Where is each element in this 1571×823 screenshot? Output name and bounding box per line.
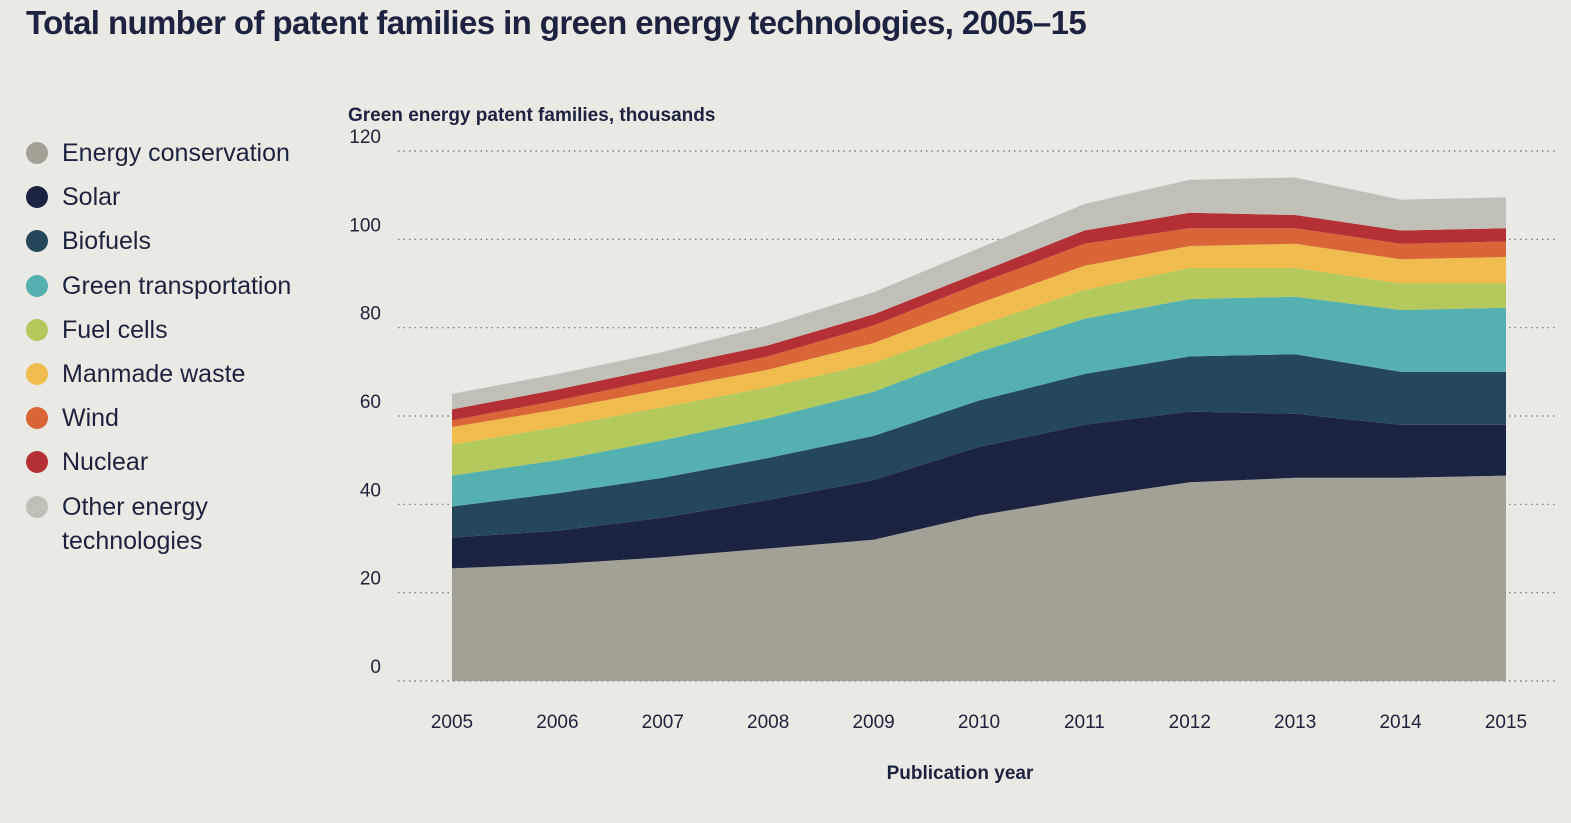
x-tick-label-2012: 2012 — [1169, 712, 1211, 733]
legend-label-energy-conservation: Energy conservation — [62, 139, 290, 167]
area-solar — [452, 411, 1506, 569]
y-tick-label-0: 0 — [370, 657, 381, 678]
x-tick-labels: 2005 2006 2007 2008 2009 2010 2011 2012 2013 2014… — [431, 712, 1527, 733]
legend-swatch-manmade-waste — [26, 362, 48, 385]
legend-swatch-solar — [26, 186, 48, 209]
legend-label-fuel-cells: Fuel cells — [62, 315, 168, 344]
area-nuclear — [452, 212, 1506, 421]
legend-label-solar: Solar — [62, 183, 121, 212]
x-tick-label-2011: 2011 — [1064, 712, 1105, 733]
y-tick-label-20: 20 — [360, 569, 381, 590]
legend-label-biofuels: Biofuels — [62, 227, 151, 256]
x-tick-label-2014: 2014 — [1379, 712, 1422, 733]
y-tick-label-120: 120 — [349, 127, 381, 148]
area-other-energy-technologies — [452, 177, 1506, 410]
x-axis-title: Publication year — [887, 763, 1034, 784]
y-axis-title: Green energy patent families, thousands — [348, 105, 715, 126]
y-tick-label-60: 60 — [360, 392, 381, 413]
x-tick-label-2013: 2013 — [1274, 712, 1316, 733]
x-tick-label-2005: 2005 — [431, 712, 473, 733]
area-wind — [452, 228, 1506, 427]
y-tick-label-100: 100 — [349, 215, 381, 236]
y-tick-label-80: 80 — [360, 304, 381, 325]
legend-label-green-transportation: Green transportation — [62, 271, 292, 300]
x-tick-label-2015: 2015 — [1485, 712, 1527, 733]
legend-swatch-green-transportation — [26, 274, 48, 297]
chart-title: Total number of patent families in green… — [26, 4, 1087, 41]
legend-swatch-biofuels — [26, 230, 48, 253]
x-tick-label-2008: 2008 — [747, 712, 789, 733]
legend-label-other-energy-technologies: Other energy technologies — [62, 492, 208, 555]
legend-swatch-other-energy-technologies — [26, 495, 48, 518]
x-tick-label-2007: 2007 — [642, 712, 684, 733]
legend-swatch-wind — [26, 407, 48, 430]
legend-label-wind: Wind — [62, 404, 119, 433]
area-manmade-waste — [452, 243, 1506, 445]
legend-swatch-energy-conservation — [26, 142, 48, 164]
legend-swatch-fuel-cells — [26, 318, 48, 341]
legend-label-nuclear: Nuclear — [62, 448, 149, 477]
legend-label-manmade-waste: Manmade waste — [62, 359, 246, 388]
area-fuel-cells — [452, 268, 1506, 476]
x-tick-label-2010: 2010 — [958, 712, 1000, 733]
legend-swatch-nuclear — [26, 451, 48, 474]
area-energy-conservation — [452, 475, 1506, 681]
x-tick-label-2009: 2009 — [852, 712, 894, 733]
x-tick-label-2006: 2006 — [536, 712, 578, 733]
y-tick-label-40: 40 — [360, 480, 381, 501]
area-series — [452, 177, 1506, 681]
y-tick-labels: 0 20 40 60 80 100 120 — [349, 127, 381, 678]
area-biofuels — [452, 354, 1506, 538]
area-green-transportation — [452, 296, 1506, 507]
